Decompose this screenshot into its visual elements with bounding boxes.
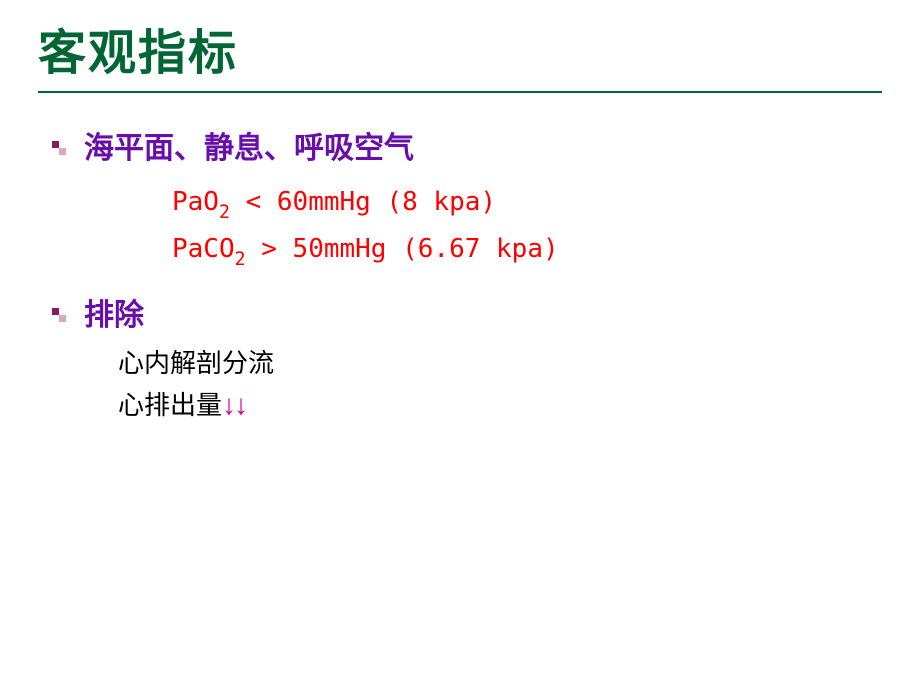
heading-conditions: 海平面、静息、呼吸空气 <box>84 129 414 168</box>
item-text: 心排出量 <box>118 391 222 420</box>
formula-post: < 60mmHg (8 kpa) <box>230 187 496 217</box>
formula-post: > 50mmHg (6.67 kpa) <box>246 234 559 264</box>
exclude-item: 心排出量↓↓ <box>118 385 882 427</box>
formula-pao2: PaO2 < 60mmHg (8 kpa) <box>172 180 882 227</box>
slide-title: 客观指标 <box>38 28 882 81</box>
slide: 客观指标 海平面、静息、呼吸空气 PaO2 < 60mmHg (8 kpa) P… <box>0 0 920 690</box>
formula-paco2: PaCO2 > 50mmHg (6.67 kpa) <box>172 227 882 274</box>
content-area: 海平面、静息、呼吸空气 PaO2 < 60mmHg (8 kpa) PaCO2 … <box>52 129 882 427</box>
exclude-item: 心内解剖分流 <box>118 343 882 385</box>
title-underline <box>38 91 882 93</box>
formula-block: PaO2 < 60mmHg (8 kpa) PaCO2 > 50mmHg (6.… <box>172 180 882 274</box>
formula-pre: PaO <box>172 187 219 217</box>
exclude-items: 心内解剖分流 心排出量↓↓ <box>118 343 882 427</box>
formula-sub: 2 <box>219 202 230 223</box>
formula-pre: PaCO <box>172 234 235 264</box>
bullet-row-exclude: 排除 <box>52 296 882 335</box>
bullet-icon <box>52 141 66 155</box>
formula-sub: 2 <box>235 249 246 270</box>
item-text: 心内解剖分流 <box>118 349 274 378</box>
bullet-icon <box>52 308 66 322</box>
heading-exclude: 排除 <box>84 296 144 335</box>
bullet-row-conditions: 海平面、静息、呼吸空气 <box>52 129 882 168</box>
down-arrows-icon: ↓↓ <box>222 390 246 421</box>
